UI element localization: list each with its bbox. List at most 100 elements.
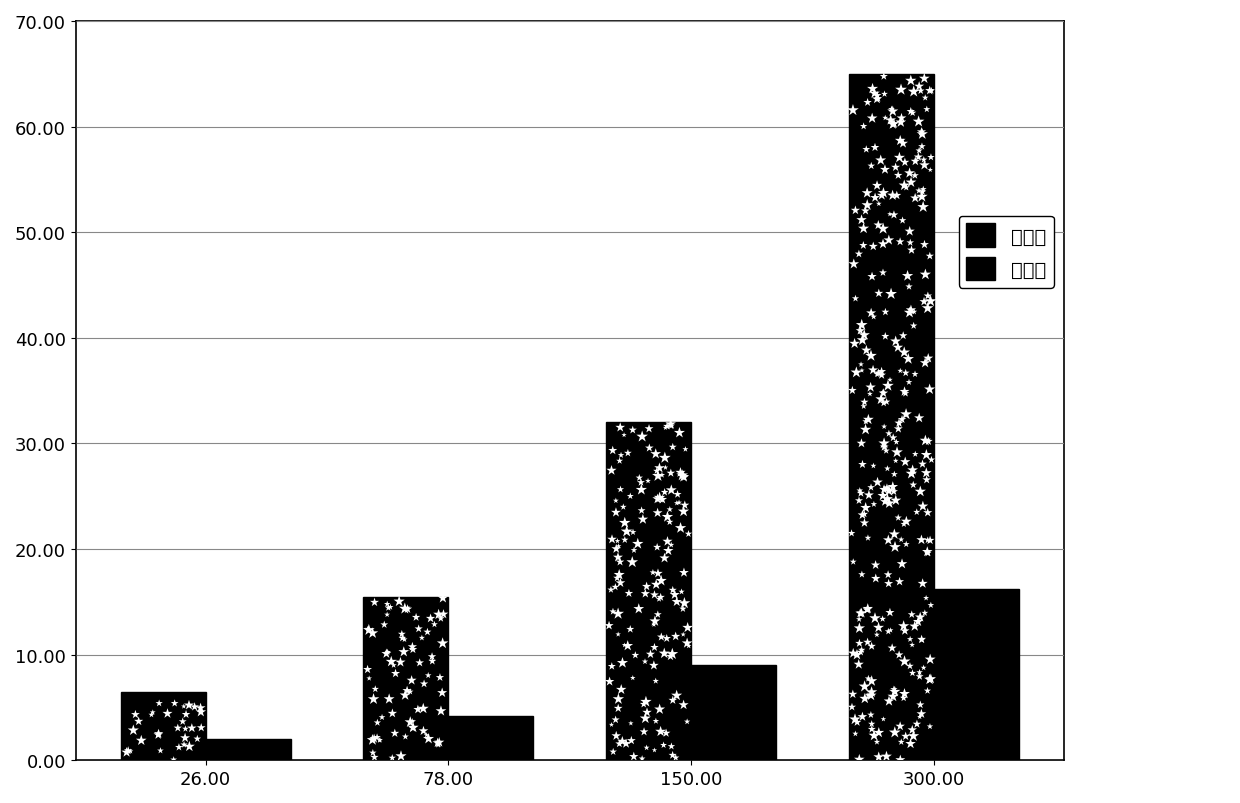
Point	[678, 528, 698, 540]
Point	[919, 353, 939, 365]
Point	[854, 396, 874, 409]
Point	[911, 633, 931, 646]
Point	[644, 566, 663, 579]
Point	[914, 73, 934, 86]
Point	[424, 618, 444, 631]
Point	[910, 611, 930, 624]
Point	[635, 712, 655, 725]
Point	[639, 422, 658, 435]
Point	[857, 199, 877, 212]
Point	[398, 603, 418, 616]
Point	[906, 718, 926, 731]
Point	[408, 703, 428, 716]
Point	[372, 711, 392, 724]
Point	[609, 693, 629, 706]
Point	[392, 628, 412, 641]
Point	[858, 602, 878, 615]
Point	[185, 700, 205, 713]
Point	[358, 622, 378, 635]
Point	[417, 729, 436, 742]
Bar	[691, 666, 776, 760]
Point	[420, 612, 440, 625]
Point	[885, 541, 905, 554]
Point	[661, 740, 681, 753]
Point	[621, 717, 641, 730]
Point	[866, 573, 885, 585]
Point	[864, 498, 884, 511]
Point	[846, 205, 866, 218]
Point	[403, 643, 423, 656]
Point	[918, 290, 937, 303]
Point	[856, 502, 875, 515]
Point	[394, 634, 414, 646]
Point	[647, 465, 667, 478]
Point	[861, 350, 880, 363]
Bar	[206, 740, 290, 760]
Point	[389, 595, 409, 608]
Bar	[849, 75, 934, 760]
Point	[129, 715, 149, 728]
Point	[890, 116, 910, 129]
Point	[609, 702, 629, 715]
Point	[862, 308, 882, 320]
Point	[857, 604, 877, 617]
Point	[433, 592, 453, 605]
Point	[851, 646, 870, 658]
Point	[656, 462, 676, 475]
Point	[880, 624, 900, 637]
Point	[903, 724, 923, 736]
Point	[888, 512, 908, 524]
Point	[613, 657, 632, 670]
Point	[920, 383, 940, 396]
Point	[631, 504, 651, 517]
Point	[854, 329, 874, 342]
Point	[894, 655, 914, 668]
Point	[874, 88, 894, 101]
Point	[392, 632, 412, 645]
Point	[920, 534, 940, 547]
Point	[861, 689, 880, 702]
Point	[430, 671, 450, 684]
Point	[634, 725, 653, 738]
Point	[394, 646, 414, 658]
Point	[878, 626, 898, 638]
Point	[869, 751, 889, 764]
Point	[666, 752, 686, 764]
Point	[914, 662, 934, 675]
Point	[842, 385, 862, 397]
Point	[675, 566, 694, 579]
Point	[849, 622, 869, 635]
Point	[858, 689, 878, 702]
Point	[921, 599, 941, 612]
Point	[843, 104, 863, 117]
Point	[187, 732, 207, 745]
Point	[377, 598, 397, 611]
Point	[655, 647, 675, 660]
Point	[885, 686, 905, 699]
Point	[887, 436, 906, 449]
Point	[650, 703, 670, 715]
Point	[861, 388, 880, 401]
Point	[873, 613, 893, 626]
Point	[875, 164, 895, 177]
Point	[882, 104, 901, 116]
Point	[182, 722, 202, 735]
Bar	[363, 597, 449, 760]
Point	[884, 118, 904, 131]
Point	[916, 467, 936, 479]
Point	[852, 607, 872, 620]
Point	[915, 92, 935, 105]
Point	[899, 377, 919, 389]
Point	[604, 745, 624, 758]
Point	[875, 495, 895, 508]
Point	[374, 618, 394, 631]
Point	[853, 120, 873, 133]
Point	[651, 630, 671, 643]
Point	[903, 464, 923, 477]
Point	[868, 93, 888, 106]
Point	[661, 650, 681, 663]
Point	[651, 575, 671, 588]
Point	[635, 588, 655, 601]
Point	[880, 606, 900, 619]
Point	[660, 503, 680, 516]
